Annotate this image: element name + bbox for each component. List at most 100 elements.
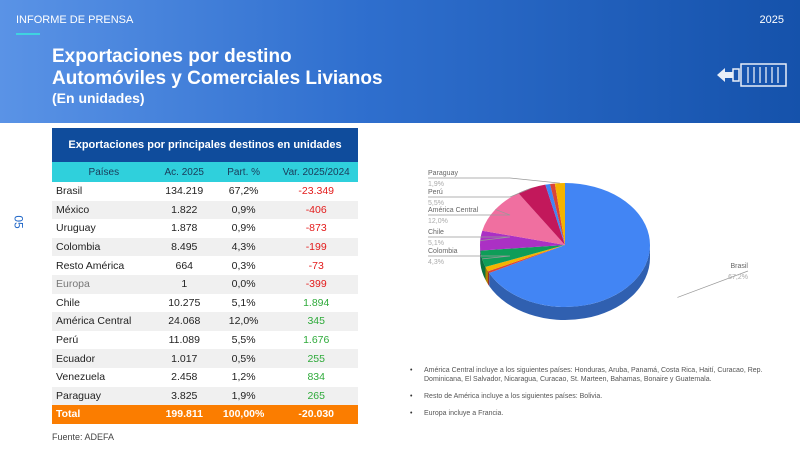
variation-cell: -399 <box>274 274 358 294</box>
page-subtitle: (En unidades) <box>52 90 145 106</box>
pie-slice-brasil <box>489 183 650 307</box>
pie-slice-side <box>489 245 650 320</box>
share-cell: 0,0% <box>212 274 275 294</box>
share-cell: 5,5% <box>231 334 256 347</box>
column-header: Var. 2025/2024 <box>274 162 358 182</box>
share-cell: 1,2% <box>231 371 256 384</box>
leader-line <box>428 177 560 184</box>
table-row: Chile 10.275 5,1% 1.894 <box>52 294 358 313</box>
slice-value: 4,3% <box>428 259 444 266</box>
footnote-item: Resto de América incluye a los siguiente… <box>400 392 780 401</box>
units-cell: 1.017 <box>155 349 213 368</box>
footnote-item: América Central incluye a los siguientes… <box>400 366 780 384</box>
variation-cell: -73 <box>308 259 324 272</box>
slice-value: 12,0% <box>428 218 448 225</box>
variation-cell: -873 <box>305 222 327 235</box>
share-cell: 12,0% <box>212 312 275 331</box>
country-cell: Perú <box>56 334 79 347</box>
leader-line <box>428 255 511 260</box>
units-cell: 1 <box>155 274 213 294</box>
container-export-icon <box>717 63 787 87</box>
footnotes: América Central incluye a los siguientes… <box>400 366 780 426</box>
slice-label: Brasil <box>730 263 748 270</box>
country-cell: Colombia <box>52 237 156 257</box>
report-kicker: INFORME DE PRENSA <box>16 14 134 26</box>
leader-line <box>677 270 749 298</box>
variation-cell: -20.030 <box>274 405 358 424</box>
pie-slice-venezuela <box>485 245 565 272</box>
variation-cell: -406 <box>274 200 358 220</box>
country-cell: Ecuador <box>52 349 156 368</box>
share-cell: 4,3% <box>212 237 275 257</box>
column-header: Part. % <box>212 162 275 182</box>
kicker-underline <box>16 33 40 35</box>
units-cell: 199.811 <box>155 405 213 424</box>
column-header: Países <box>52 162 156 182</box>
share-cell: 1,9% <box>212 386 275 406</box>
slice-label: Paraguay <box>428 170 458 177</box>
table-row: Brasil 134.219 67,2% -23.349 <box>52 182 358 201</box>
share-cell: 5,1% <box>231 296 256 309</box>
country-cell: México <box>52 200 156 220</box>
country-cell: Paraguay <box>52 386 156 406</box>
country-cell: Brasil <box>56 185 83 198</box>
pie-slice-side <box>480 250 486 280</box>
leader-line <box>428 209 511 216</box>
pie-chart: Brasil 67,2% Colombia 4,3% Chile 5,1% América … <box>428 170 749 320</box>
table-row: Perú 11.089 5,5% 1.676 <box>52 331 358 350</box>
share-cell: 0,9% <box>231 222 256 235</box>
title-line-2: Automóviles y Comerciales Livianos <box>52 68 383 89</box>
slice-label: Chile <box>428 229 444 236</box>
table-row: Paraguay 3.825 1,9% 265 <box>52 386 358 406</box>
pie-slice-ecuador <box>487 245 565 274</box>
units-cell: 2.458 <box>171 371 198 384</box>
table-row: Europa 1 0,0% -399 <box>52 274 358 294</box>
variation-cell: 834 <box>307 371 325 384</box>
pie-slice-colombia <box>480 245 565 267</box>
pie-slice-chile <box>480 230 565 251</box>
units-cell: 664 <box>175 259 194 272</box>
table-caption: Exportaciones por principales destinos e… <box>52 128 358 162</box>
slice-value: 5,5% <box>428 200 444 207</box>
slice-value: 5,1% <box>428 240 444 247</box>
variation-cell: 1.894 <box>303 296 330 309</box>
units-cell: 134.219 <box>165 185 204 198</box>
country-cell: América Central <box>52 312 156 331</box>
table-row: Ecuador 1.017 0,5% 255 <box>52 349 358 368</box>
variation-cell: -199 <box>274 237 358 257</box>
pie-slice-am-rica-central <box>482 193 565 245</box>
share-cell: 0,5% <box>212 349 275 368</box>
units-cell: 11.089 <box>168 334 200 347</box>
leader-line <box>428 187 532 198</box>
slice-value: 67,2% <box>728 274 748 281</box>
variation-cell: 345 <box>274 312 358 331</box>
table-row: América Central 24.068 12,0% 345 <box>52 312 358 331</box>
units-cell: 1.822 <box>155 200 213 220</box>
slice-label: América Central <box>428 207 479 214</box>
country-cell: Chile <box>56 296 80 309</box>
slice-label: Colombia <box>428 248 458 255</box>
pie-slice-per- <box>518 184 565 245</box>
footnote-item: Europa incluye a Francia. <box>400 409 780 418</box>
country-cell: Uruguay <box>56 222 96 235</box>
source-note: Fuente: ADEFA <box>52 432 115 442</box>
title-line-1: Exportaciones por destino <box>52 46 292 67</box>
share-cell: 67,2% <box>228 185 259 198</box>
units-cell: 8.495 <box>155 237 213 257</box>
pie-slice-paraguay <box>554 183 565 245</box>
country-cell: Venezuela <box>56 371 106 384</box>
table-row: México 1.822 0,9% -406 <box>52 200 358 220</box>
table-row: Resto América 664 0,3% -73 <box>52 256 358 275</box>
exports-table: Exportaciones por principales destinos e… <box>52 128 358 424</box>
share-cell: 100,00% <box>212 405 275 424</box>
header-banner: INFORME DE PRENSA 2025 Exportaciones por… <box>0 0 800 123</box>
units-cell: 10.275 <box>168 296 201 309</box>
table-row: Uruguay 1.878 0,9% -873 <box>52 219 358 238</box>
slice-value: 1,9% <box>428 181 444 188</box>
pie-slice-m-xico <box>545 183 565 245</box>
column-header: Ac. 2025 <box>155 162 213 182</box>
slice-label: Perú <box>428 189 443 196</box>
country-cell: Europa <box>52 274 156 294</box>
table-row: Colombia 8.495 4,3% -199 <box>52 237 358 257</box>
pie-slice-side <box>487 271 490 287</box>
